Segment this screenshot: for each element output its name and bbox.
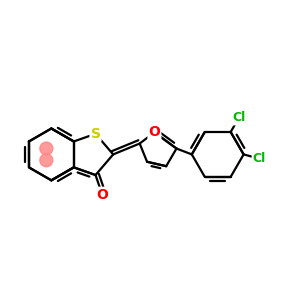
Circle shape <box>40 142 53 155</box>
Text: O: O <box>96 188 108 202</box>
Text: O: O <box>148 125 160 139</box>
Text: S: S <box>91 127 100 141</box>
Text: Cl: Cl <box>232 112 245 124</box>
Circle shape <box>40 154 53 167</box>
Text: Cl: Cl <box>253 152 266 165</box>
